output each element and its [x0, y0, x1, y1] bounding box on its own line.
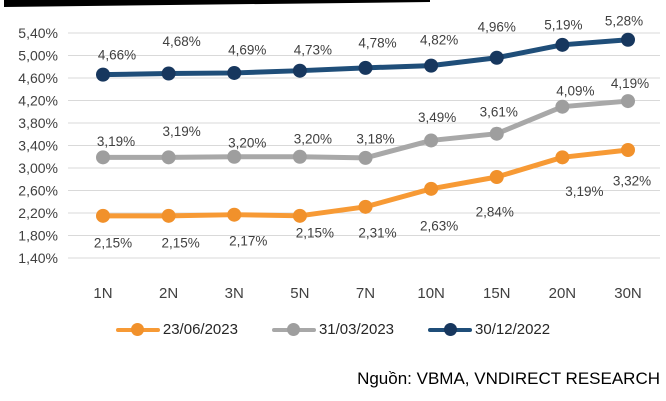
y-axis-tick-label: 5,00%	[18, 48, 58, 64]
y-axis-tick-label: 3,80%	[18, 115, 58, 131]
legend-item-30-12-2022: 30/12/2022	[428, 321, 550, 338]
data-point-marker	[489, 50, 504, 65]
data-point-label: 4,73%	[294, 42, 332, 57]
data-point-marker	[227, 207, 242, 222]
data-point-label: 3,32%	[613, 174, 651, 189]
data-point-label: 4,69%	[228, 43, 266, 58]
legend-label: 30/12/2022	[475, 321, 551, 338]
data-point-marker	[555, 99, 570, 114]
legend-marker-icon	[271, 323, 316, 336]
x-axis-tick-label: 2N	[159, 285, 178, 302]
x-axis-tick-label: 10N	[417, 285, 445, 302]
data-point-label: 2,31%	[358, 226, 396, 241]
top-crop-bar	[4, 0, 430, 7]
source-note: Nguồn: VBMA, VNDIRECT RESEARCH	[357, 369, 660, 388]
data-point-marker	[424, 181, 439, 196]
yield-curve-line-chart: 5,40% 5,00% 4,60% 4,20% 3,80% 3,40% 3,00% 2,60%…	[18, 13, 660, 302]
data-point-label: 2,84%	[476, 205, 514, 220]
data-point-marker	[292, 208, 307, 223]
data-point-marker	[555, 37, 570, 52]
y-axis-tick-label: 1,80%	[18, 228, 58, 244]
data-point-label: 2,17%	[229, 233, 267, 248]
legend-item-31-03-2023: 31/03/2023	[271, 321, 395, 338]
data-point-label: 4,82%	[420, 32, 458, 47]
data-point-marker	[358, 150, 373, 165]
data-point-label: 4,78%	[358, 36, 396, 51]
data-point-marker	[358, 60, 373, 75]
data-point-marker	[161, 150, 176, 165]
data-point-label: 2,15%	[161, 236, 199, 251]
data-point-marker	[292, 149, 307, 164]
data-point-label: 3,19%	[97, 134, 135, 149]
data-point-label: 3,61%	[480, 104, 518, 119]
y-axis-tick-label: 4,20%	[18, 93, 58, 109]
y-axis-tick-label: 3,40%	[18, 138, 58, 154]
x-axis-tick-label: 1N	[93, 285, 112, 302]
data-point-marker	[292, 63, 307, 78]
data-point-marker	[161, 208, 176, 223]
data-point-label: 2,15%	[94, 236, 132, 251]
legend-item-23-06-2023: 23/06/2023	[115, 321, 238, 338]
data-point-marker	[227, 149, 242, 164]
data-point-label: 3,20%	[228, 135, 266, 150]
legend-marker-icon	[428, 323, 473, 336]
y-axis-tick-label: 2,20%	[18, 205, 58, 221]
data-point-label: 3,49%	[418, 110, 456, 125]
data-point-label: 4,66%	[98, 47, 136, 62]
data-point-marker	[555, 150, 570, 165]
data-point-marker	[424, 58, 439, 73]
data-point-label: 4,19%	[611, 76, 649, 91]
data-point-marker	[358, 199, 373, 214]
data-point-label: 2,15%	[296, 226, 334, 241]
data-point-marker	[227, 65, 242, 80]
data-point-marker	[621, 143, 635, 157]
data-point-label: 4,96%	[478, 19, 516, 34]
data-point-marker	[96, 150, 110, 165]
x-axis-tick-label: 20N	[549, 285, 577, 302]
y-axis-tick-label: 4,60%	[18, 70, 58, 86]
data-point-label: 3,20%	[294, 131, 332, 146]
y-axis-tick-label: 2,60%	[18, 183, 58, 199]
y-axis-tick-label: 5,40%	[18, 25, 58, 41]
x-axis-tick-label: 30N	[614, 285, 642, 302]
data-point-marker	[489, 126, 504, 141]
data-point-marker	[621, 32, 635, 47]
y-axis-tick-label: 1,40%	[18, 250, 58, 266]
x-axis-tick-label: 3N	[225, 285, 244, 302]
data-point-label: 3,19%	[162, 124, 200, 139]
data-point-marker	[161, 66, 176, 81]
data-point-label: 4,09%	[556, 83, 594, 98]
data-point-marker	[96, 208, 110, 223]
data-point-marker	[96, 67, 110, 82]
data-point-label: 5,28%	[605, 13, 643, 28]
x-axis-tick-label: 5N	[290, 285, 309, 302]
data-point-label: 5,19%	[544, 18, 582, 33]
data-point-label: 2,63%	[420, 219, 458, 234]
legend-label: 23/06/2023	[162, 321, 238, 338]
legend-marker-icon	[115, 323, 160, 336]
data-point-label: 3,18%	[356, 132, 394, 147]
x-axis-tick-label: 15N	[483, 285, 511, 302]
legend-label: 31/03/2023	[318, 321, 395, 338]
y-axis-tick-label: 3,00%	[18, 160, 58, 176]
chart-legend: 23/06/2023 31/03/2023 30/12/2022	[0, 321, 666, 338]
x-axis-tick-label: 7N	[356, 285, 375, 302]
data-point-label: 4,68%	[162, 34, 200, 49]
data-point-marker	[424, 133, 439, 148]
data-point-marker	[621, 94, 635, 109]
data-point-marker	[489, 170, 504, 184]
data-point-label: 3,19%	[565, 184, 603, 199]
